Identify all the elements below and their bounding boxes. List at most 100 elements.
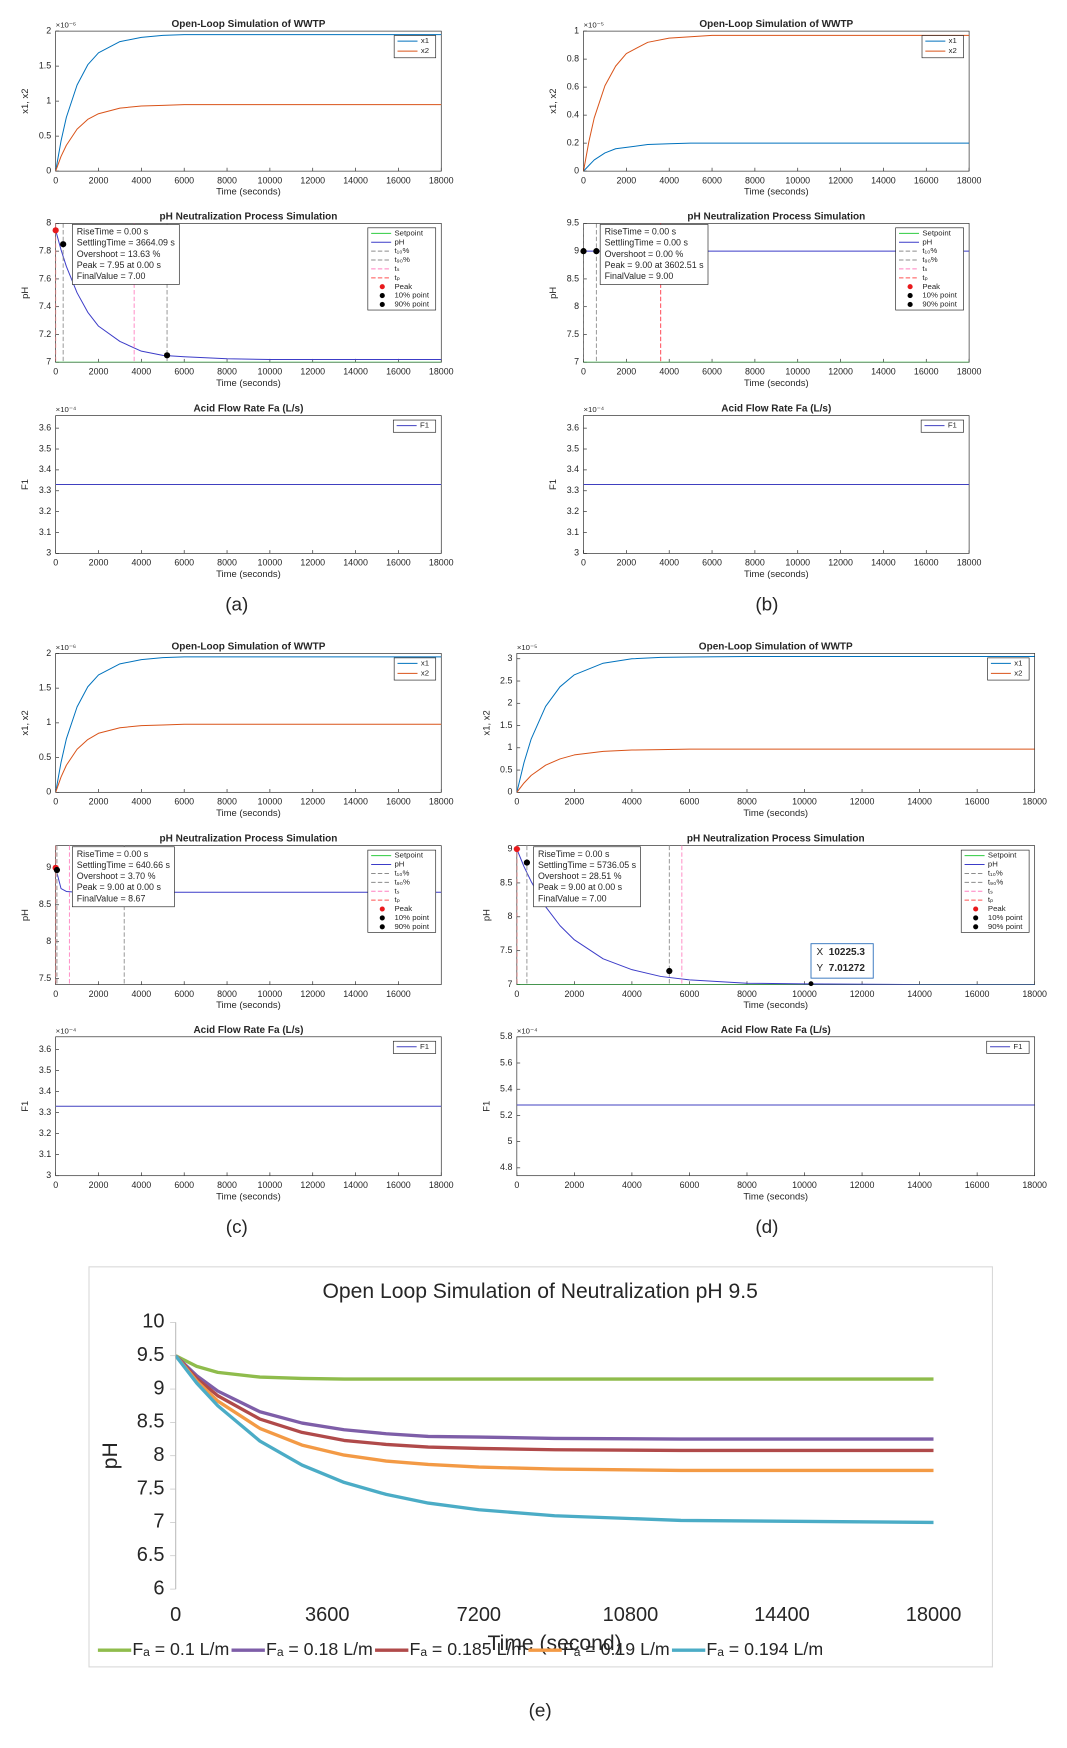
- legend-label: Setpoint: [394, 851, 423, 860]
- legend-label: tₛ: [988, 886, 993, 895]
- x-tick-label: 0: [53, 558, 58, 568]
- y-tick-label: 7.6: [39, 273, 51, 283]
- datatip-box: [810, 943, 874, 979]
- legend-box: [392, 1040, 437, 1054]
- legend: F1: [986, 1040, 1030, 1054]
- chart: Open-Loop Simulation of WWTP Time (second…: [548, 19, 982, 198]
- y-tick-label: 1: [507, 742, 512, 752]
- x-tick-label: 2000: [564, 989, 584, 999]
- annotation-text: RiseTime = 0.00 s: [77, 849, 149, 859]
- x-tick-label: 10000: [258, 989, 283, 999]
- x-tick-label: 0: [53, 175, 58, 185]
- panel-label: (a): [225, 595, 248, 616]
- x-axis-label: Time (seconds): [743, 808, 808, 819]
- y-tick-label: 8.5: [567, 273, 579, 283]
- datatip-value: 10225.3: [829, 947, 866, 958]
- chart-title: Acid Flow Rate Fa (L/s): [721, 404, 831, 415]
- y-axis-label: x1, x2: [548, 89, 559, 114]
- marker: [163, 352, 171, 359]
- legend-label: 10% point: [922, 291, 957, 300]
- y-tick-label: 6: [153, 1577, 164, 1599]
- x-axis-label: Time (seconds): [216, 1000, 281, 1011]
- x-tick-label: 4000: [131, 558, 151, 568]
- y-tick-label: 1: [46, 95, 51, 105]
- x-tick-label: 14000: [871, 558, 896, 568]
- y-tick-label: 5.4: [500, 1084, 512, 1094]
- annotation-text: RiseTime = 0.00 s: [77, 227, 149, 237]
- x-tick-label: 8000: [745, 175, 765, 185]
- x-tick-label: 18000: [429, 1180, 454, 1190]
- y-tick-label: 3.3: [39, 1107, 51, 1117]
- annotation-text: FinalValue = 7.00: [77, 271, 146, 281]
- x-tick-label: 18000: [1022, 797, 1047, 807]
- x-tick-label: 18000: [429, 175, 454, 185]
- x-tick-label: 2000: [616, 175, 636, 185]
- y-tick-label: 3.2: [39, 506, 51, 516]
- x-axis-label: Time (seconds): [216, 378, 281, 389]
- y-tick-label: 7.5: [39, 973, 51, 983]
- x-tick-label: 8000: [745, 367, 765, 377]
- y-tick-label: 0.8: [567, 53, 579, 63]
- y-tick-label: 0.5: [39, 752, 51, 762]
- datatip-value: 7.01272: [829, 963, 866, 974]
- y-exponent: ×10⁻⁴: [56, 405, 77, 414]
- chart: Acid Flow Rate Fa (L/s) Time (seconds) F1 ×…: [20, 1025, 454, 1203]
- x-tick-label: 6000: [174, 175, 194, 185]
- annotation-box: [71, 224, 180, 285]
- x-tick-label: 6000: [174, 1180, 194, 1190]
- y-tick-label: 3.4: [39, 464, 51, 474]
- legend: F1: [392, 1040, 437, 1054]
- plot-area: [175, 1354, 934, 1525]
- y-tick-label: 7.2: [39, 329, 51, 339]
- y-axis-label: F1: [20, 1101, 31, 1112]
- y-tick-label: 7: [574, 357, 579, 367]
- legend-label: F1: [948, 421, 957, 430]
- chart: pH Neutralization Process Simulation Time…: [20, 211, 454, 389]
- y-tick-label: 0: [574, 165, 579, 175]
- x-tick-label: 8000: [217, 367, 237, 377]
- x-tick-label: 0: [514, 989, 519, 999]
- x-tick-label: 18000: [957, 175, 982, 185]
- x-tick-label: 8000: [737, 797, 757, 807]
- chart: pH Neutralization Process Simulation Time…: [20, 834, 442, 1011]
- x-tick-label: 12000: [850, 989, 875, 999]
- y-tick-label: 7.5: [567, 329, 579, 339]
- series-line: [55, 656, 442, 793]
- x-tick-label: 18000: [429, 797, 454, 807]
- plot-area: [55, 34, 442, 172]
- x-tick-label: 10000: [792, 1180, 817, 1190]
- y-tick-label: 3: [574, 548, 579, 558]
- legend-swatch: [907, 293, 913, 299]
- legend-swatch: [379, 293, 385, 299]
- annotation-text: Peak = 9.00 at 0.00 s: [77, 882, 162, 892]
- x-tick-label: 10000: [792, 989, 817, 999]
- y-tick-label: 3.2: [39, 1128, 51, 1138]
- legend-swatch: [379, 915, 385, 921]
- x-tick-label: 14000: [343, 367, 368, 377]
- annotation-text: Peak = 7.95 at 0.00 s: [77, 260, 162, 270]
- x-axis-label: Time (seconds): [744, 569, 809, 580]
- y-tick-label: 8.5: [500, 877, 512, 887]
- chart: Acid Flow Rate Fa (L/s) Time (seconds) F1 ×…: [20, 404, 454, 580]
- x-tick-label: 12000: [850, 797, 875, 807]
- y-tick-label: 0.2: [567, 137, 579, 147]
- annotation-text: SettlingTime = 640.66 s: [77, 860, 171, 870]
- x-tick-label: 12000: [850, 1180, 875, 1190]
- y-tick-label: 4.8: [500, 1162, 512, 1172]
- legend-label: t₁₀%: [922, 246, 937, 255]
- annotation-text: FinalValue = 7.00: [538, 893, 607, 903]
- x-tick-label: 16000: [386, 367, 411, 377]
- x-tick-label: 4000: [622, 989, 642, 999]
- series-line: [175, 1354, 934, 1453]
- marker: [580, 248, 587, 255]
- annotation-text: Overshoot = 28.51 %: [538, 871, 622, 881]
- y-tick-label: 2: [46, 25, 51, 35]
- y-tick-label: 1.5: [500, 720, 512, 730]
- chart-title: Acid Flow Rate Fa (L/s): [193, 1025, 303, 1036]
- x-tick-label: 10000: [258, 367, 283, 377]
- x-tick-label: 16000: [386, 1180, 411, 1190]
- chart-title: Open-Loop Simulation of WWTP: [172, 641, 326, 652]
- series-line: [175, 1354, 934, 1381]
